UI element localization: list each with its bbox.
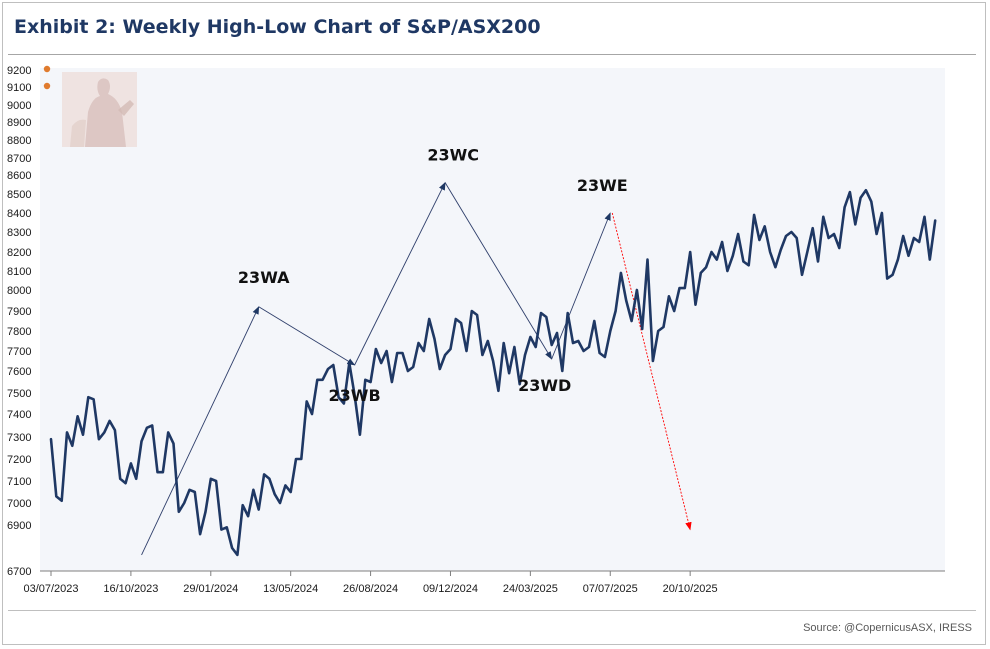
y-tick-label: 6900 bbox=[7, 520, 31, 532]
y-tick-label: 7100 bbox=[7, 476, 31, 488]
y-tick-label: 8400 bbox=[7, 208, 31, 220]
y-tick-label: 9000 bbox=[7, 100, 31, 112]
page-title: Exhibit 2: Weekly High-Low Chart of S&P/… bbox=[14, 16, 541, 38]
projection-arrow bbox=[611, 212, 692, 531]
source-note: Source: @CopernicusASX, IRESS bbox=[803, 622, 972, 634]
y-tick-label: 7600 bbox=[7, 366, 31, 378]
wave-arrow bbox=[444, 182, 553, 360]
footer-divider bbox=[8, 610, 976, 611]
wave-arrow bbox=[354, 181, 446, 366]
wave-arrow bbox=[141, 306, 260, 556]
wave-arrow bbox=[551, 212, 611, 360]
wave-labels: 23WA 23WB 23WC 23WD 23WE bbox=[238, 146, 628, 405]
y-tick-label: 6700 bbox=[7, 566, 31, 578]
y-tick-label: 7000 bbox=[7, 498, 31, 510]
x-tick-label: 07/07/2025 bbox=[583, 583, 638, 595]
wave-arrows bbox=[141, 181, 692, 556]
x-tick-label: 09/12/2024 bbox=[423, 583, 478, 595]
y-tick-label: 8600 bbox=[7, 170, 31, 182]
y-tick-label: 7500 bbox=[7, 388, 31, 400]
y-tick-label: 8000 bbox=[7, 285, 31, 297]
plot-area bbox=[40, 68, 945, 571]
x-tick-label: 26/08/2024 bbox=[343, 583, 398, 595]
x-tick-label: 24/03/2025 bbox=[503, 583, 558, 595]
y-tick-label: 7300 bbox=[7, 432, 31, 444]
y-tick-label: 7900 bbox=[7, 306, 31, 318]
y-tick-label: 7700 bbox=[7, 346, 31, 358]
statue-watermark-icon bbox=[62, 72, 137, 147]
y-tick-label: 9100 bbox=[7, 82, 31, 94]
y-tick-label: 8800 bbox=[7, 135, 31, 147]
wave-label: 23WE bbox=[577, 176, 628, 195]
x-tick-label: 16/10/2023 bbox=[103, 583, 158, 595]
x-tick-label: 20/10/2025 bbox=[663, 583, 718, 595]
y-tick-label: 9200 bbox=[7, 65, 31, 77]
y-tick-label: 7200 bbox=[7, 454, 31, 466]
y-tick-label: 8300 bbox=[7, 227, 31, 239]
wave-label: 23WD bbox=[518, 376, 571, 395]
wave-label: 23WA bbox=[238, 268, 290, 287]
wave-label: 23WC bbox=[427, 146, 479, 165]
y-axis: 6700 6900 7000 7100 7200 7300 7400 7500 7600 7700… bbox=[7, 65, 31, 578]
x-tick-label: 29/01/2024 bbox=[183, 583, 238, 595]
y-tick-label: 7400 bbox=[7, 409, 31, 421]
y-tick-label: 8200 bbox=[7, 247, 31, 259]
price-series bbox=[49, 188, 937, 557]
axis-marker bbox=[43, 82, 51, 90]
x-tick-label: 13/05/2024 bbox=[263, 583, 318, 595]
series-line bbox=[49, 188, 937, 557]
title-divider bbox=[8, 54, 976, 55]
y-tick-label: 8100 bbox=[7, 266, 31, 278]
x-tick-label: 03/07/2023 bbox=[23, 583, 78, 595]
y-tick-label: 7800 bbox=[7, 326, 31, 338]
y-tick-label: 8900 bbox=[7, 117, 31, 129]
wave-arrow bbox=[258, 306, 356, 366]
y-tick-label: 8700 bbox=[7, 153, 31, 165]
axis-markers bbox=[43, 65, 51, 90]
y-tick-label: 8500 bbox=[7, 189, 31, 201]
axis-marker bbox=[43, 65, 51, 73]
x-axis: 03/07/2023 16/10/2023 29/01/2024 13/05/2024… bbox=[23, 571, 718, 595]
wave-label: 23WB bbox=[329, 386, 381, 405]
